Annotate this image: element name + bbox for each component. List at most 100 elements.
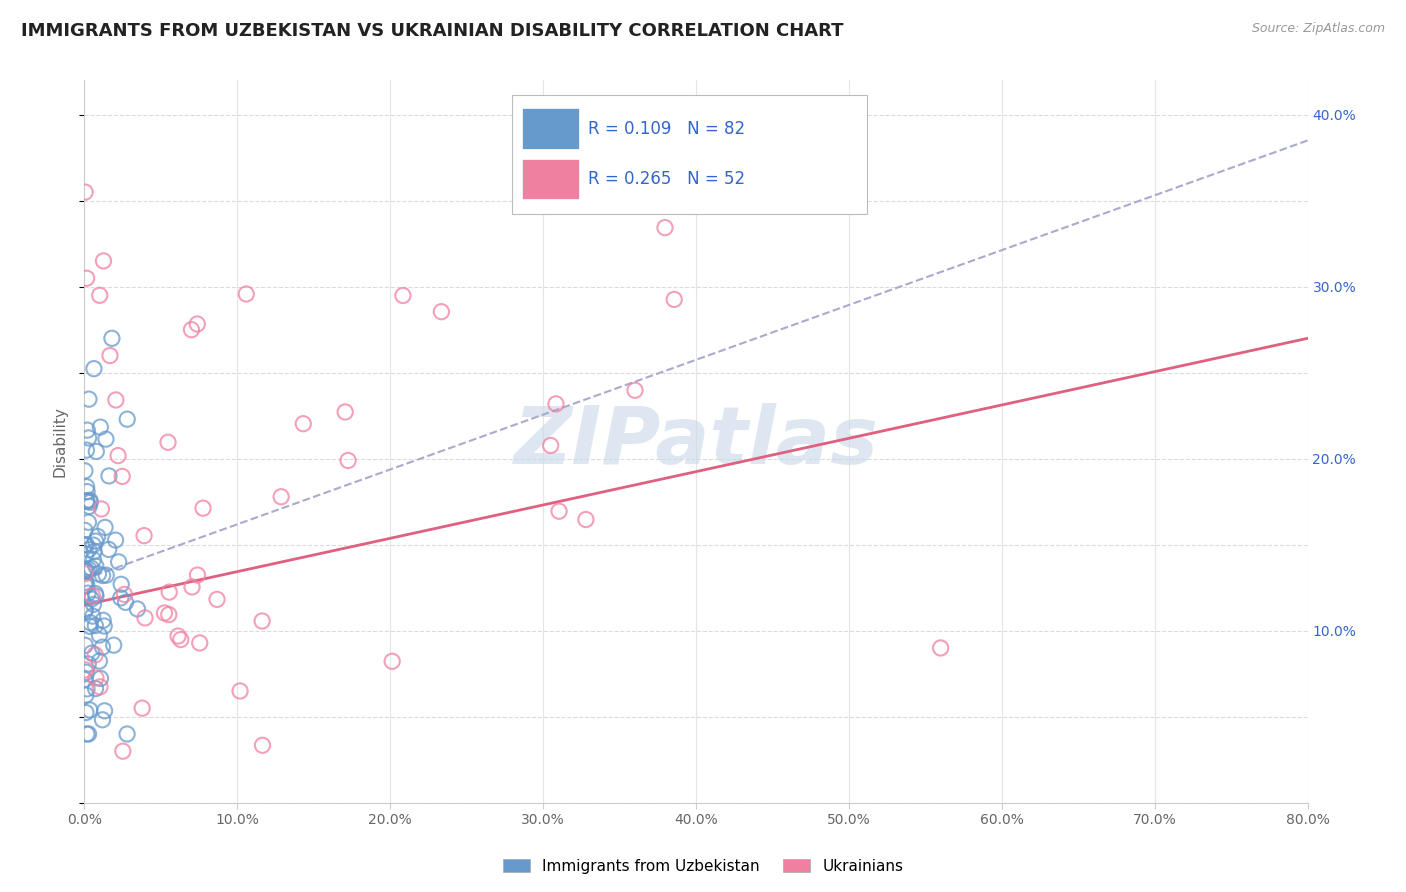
- Point: [77, 516, 100, 530]
- Point: [77, 657, 100, 671]
- Point: [107, 449, 129, 463]
- Point: [77, 586, 100, 600]
- Point: [548, 504, 571, 518]
- Point: [90, 502, 112, 516]
- FancyBboxPatch shape: [522, 109, 578, 149]
- Point: [98, 349, 121, 363]
- Point: [84, 559, 107, 574]
- Text: R = 0.265   N = 52: R = 0.265 N = 52: [588, 170, 745, 188]
- Point: [73, 566, 96, 581]
- Point: [93, 253, 115, 268]
- Point: [186, 568, 208, 582]
- Point: [101, 331, 124, 345]
- Point: [96, 568, 118, 582]
- Point: [73, 673, 96, 687]
- Point: [83, 361, 105, 376]
- Point: [76, 493, 98, 508]
- Point: [115, 412, 138, 426]
- Point: [80, 646, 103, 660]
- Point: [75, 562, 97, 576]
- Text: R = 0.109   N = 82: R = 0.109 N = 82: [588, 120, 745, 137]
- Point: [103, 638, 125, 652]
- Point: [110, 577, 132, 591]
- Point: [76, 480, 98, 494]
- Legend: Immigrants from Uzbekistan, Ukrainians: Immigrants from Uzbekistan, Ukrainians: [496, 853, 910, 880]
- Point: [73, 538, 96, 552]
- Text: IMMIGRANTS FROM UZBEKISTAN VS UKRAINIAN DISABILITY CORRELATION CHART: IMMIGRANTS FROM UZBEKISTAN VS UKRAINIAN …: [21, 22, 844, 40]
- Point: [84, 589, 107, 603]
- Point: [76, 681, 98, 696]
- Point: [82, 538, 104, 552]
- Point: [929, 640, 952, 655]
- Point: [292, 417, 315, 431]
- Point: [250, 614, 273, 628]
- Point: [180, 323, 202, 337]
- Point: [79, 495, 101, 509]
- Point: [89, 628, 111, 642]
- Point: [335, 405, 357, 419]
- Point: [337, 453, 360, 467]
- Point: [205, 592, 228, 607]
- Point: [91, 640, 114, 655]
- Point: [84, 648, 107, 662]
- FancyBboxPatch shape: [522, 159, 578, 200]
- Point: [89, 420, 111, 434]
- Point: [544, 397, 567, 411]
- Point: [75, 547, 97, 561]
- Point: [76, 423, 98, 437]
- Point: [82, 609, 104, 624]
- Point: [157, 585, 180, 599]
- Point: [252, 739, 274, 753]
- Point: [93, 704, 115, 718]
- Point: [131, 701, 153, 715]
- Point: [91, 713, 114, 727]
- Point: [84, 534, 107, 549]
- Point: [86, 529, 108, 543]
- Point: [235, 287, 257, 301]
- Point: [84, 618, 107, 632]
- Point: [73, 524, 96, 538]
- Point: [575, 512, 598, 526]
- Point: [76, 578, 98, 592]
- Point: [84, 444, 107, 458]
- Point: [82, 589, 104, 603]
- Point: [89, 680, 111, 694]
- Point: [82, 552, 104, 566]
- Point: [75, 575, 97, 590]
- Point: [80, 561, 103, 575]
- Point: [77, 431, 100, 445]
- Point: [75, 706, 97, 720]
- Point: [91, 568, 114, 582]
- Point: [87, 566, 110, 581]
- Text: ZIPatlas: ZIPatlas: [513, 402, 879, 481]
- Point: [97, 542, 120, 557]
- Point: [83, 544, 105, 558]
- Point: [188, 636, 211, 650]
- Point: [89, 672, 111, 686]
- Point: [134, 611, 156, 625]
- Y-axis label: Disability: Disability: [52, 406, 67, 477]
- Text: Source: ZipAtlas.com: Source: ZipAtlas.com: [1251, 22, 1385, 36]
- Point: [181, 580, 204, 594]
- Point: [80, 591, 103, 606]
- Point: [127, 602, 149, 616]
- Point: [75, 638, 97, 652]
- Point: [94, 432, 117, 446]
- Point: [79, 493, 101, 508]
- Point: [132, 528, 155, 542]
- Point: [170, 632, 193, 647]
- Point: [153, 606, 176, 620]
- Point: [381, 654, 404, 668]
- Point: [76, 727, 98, 741]
- Point: [75, 602, 97, 616]
- Point: [191, 501, 214, 516]
- Point: [97, 469, 120, 483]
- Point: [73, 604, 96, 618]
- Point: [82, 598, 104, 612]
- Point: [94, 520, 117, 534]
- Point: [392, 288, 415, 302]
- Point: [654, 220, 676, 235]
- Point: [430, 304, 453, 318]
- Point: [75, 688, 97, 702]
- Point: [157, 435, 180, 450]
